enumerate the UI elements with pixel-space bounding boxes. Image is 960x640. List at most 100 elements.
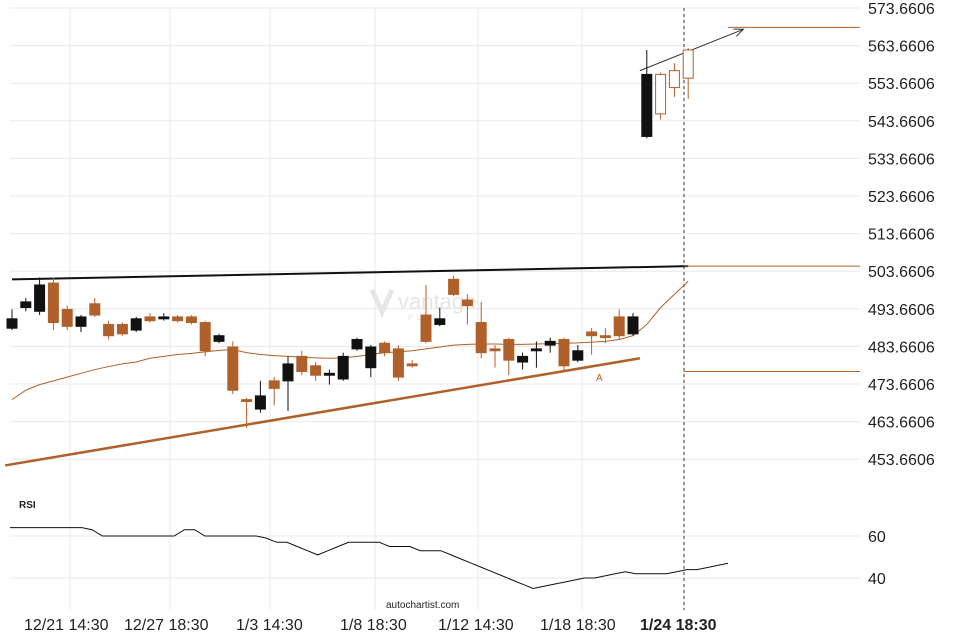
candle-body (572, 350, 584, 361)
rsi-tick-label: 40 (868, 571, 886, 588)
price-tick-label: 553.6606 (868, 76, 935, 93)
candle-body (6, 318, 18, 329)
candle-body (185, 316, 197, 324)
candle (6, 309, 18, 331)
price-tick-label: 563.6606 (868, 39, 935, 56)
price-tick-label: 483.6606 (868, 339, 935, 356)
rsi-title: RSI (19, 500, 36, 511)
candle (130, 316, 142, 332)
time-tick-label: 1/8 18:30 (340, 617, 407, 634)
price-tick-label: 503.6606 (868, 264, 935, 281)
candle (627, 313, 639, 336)
time-tick-label: 1/18 18:30 (540, 617, 616, 634)
candle (599, 328, 611, 344)
overlays: A (4, 8, 860, 610)
projection-arrow-head-icon (733, 28, 745, 37)
candle (323, 369, 335, 385)
candle (172, 315, 184, 323)
candle-body (20, 301, 32, 309)
candle-body (641, 73, 653, 137)
rsi-line (10, 527, 729, 590)
candle-body (89, 303, 101, 316)
candle (461, 294, 473, 325)
candle (420, 284, 432, 344)
price-tick-label: 453.6606 (868, 452, 935, 469)
candle (351, 337, 363, 351)
time-tick-label: 1/24 18:30 (640, 617, 717, 634)
candle (282, 356, 294, 411)
price-tick-label: 543.6606 (868, 114, 935, 131)
candle (34, 277, 46, 316)
candle (655, 72, 667, 120)
candle (406, 360, 418, 368)
candle (613, 309, 625, 340)
candle (572, 345, 584, 363)
candle-body (75, 316, 87, 327)
candle-body (296, 355, 308, 372)
candle-body (655, 73, 667, 115)
candle-body (599, 335, 611, 339)
candle-body (586, 331, 598, 337)
candle (241, 397, 253, 428)
candle-body (144, 316, 156, 322)
candle-body (116, 323, 128, 335)
candle (116, 322, 128, 336)
candle-body (227, 346, 239, 391)
candle-body (34, 284, 46, 312)
candle (89, 298, 101, 317)
candle (20, 298, 32, 312)
marker-label: A (596, 373, 603, 384)
candle-body (47, 282, 59, 324)
candle (144, 313, 156, 323)
candle (47, 277, 59, 331)
candle-body (310, 365, 322, 376)
candle (517, 352, 529, 370)
price-tick-label: 523.6606 (868, 189, 935, 206)
price-tick-label: 463.6606 (868, 415, 935, 432)
candle-body (420, 314, 432, 342)
price-tick-label: 533.6606 (868, 151, 935, 168)
candle-body (489, 348, 501, 352)
candle-body (682, 49, 694, 79)
candle-body (461, 299, 473, 307)
candle-body (406, 363, 418, 367)
candle-body (172, 316, 184, 322)
candle (199, 320, 211, 357)
candle-body (379, 342, 391, 354)
candle-body (530, 348, 542, 352)
candle-body (613, 316, 625, 337)
candle (310, 362, 322, 381)
candle-body (213, 335, 225, 342)
candle (227, 341, 239, 395)
time-tick-label: 12/21 14:30 (24, 617, 109, 634)
candle-body (61, 308, 73, 327)
candle-body (517, 355, 529, 363)
price-axis: 573.6606 563.6606 553.6606 543.6606 533.6606… (868, 1, 935, 469)
candle (61, 305, 73, 331)
watermark-logo-icon (369, 288, 395, 319)
candle-body (668, 70, 680, 89)
candle (158, 313, 170, 321)
candle-body (130, 318, 142, 331)
lower-trendline (4, 357, 641, 467)
candle-body (268, 380, 280, 389)
candle-body (323, 372, 335, 376)
candle (268, 377, 280, 406)
time-tick-label: 12/27 18:30 (124, 617, 209, 634)
candle (365, 345, 377, 378)
candles (6, 48, 694, 428)
candle (254, 380, 266, 413)
candle-body (434, 318, 446, 325)
candle (185, 315, 197, 325)
candle (530, 341, 542, 368)
candle-body (337, 355, 349, 380)
candle (586, 328, 598, 355)
candle (379, 341, 391, 357)
candle-body (351, 338, 363, 350)
candle-body (158, 316, 170, 320)
candle-body (365, 346, 377, 369)
candle (337, 352, 349, 381)
upper-trendline (11, 265, 689, 281)
candle (448, 275, 460, 297)
